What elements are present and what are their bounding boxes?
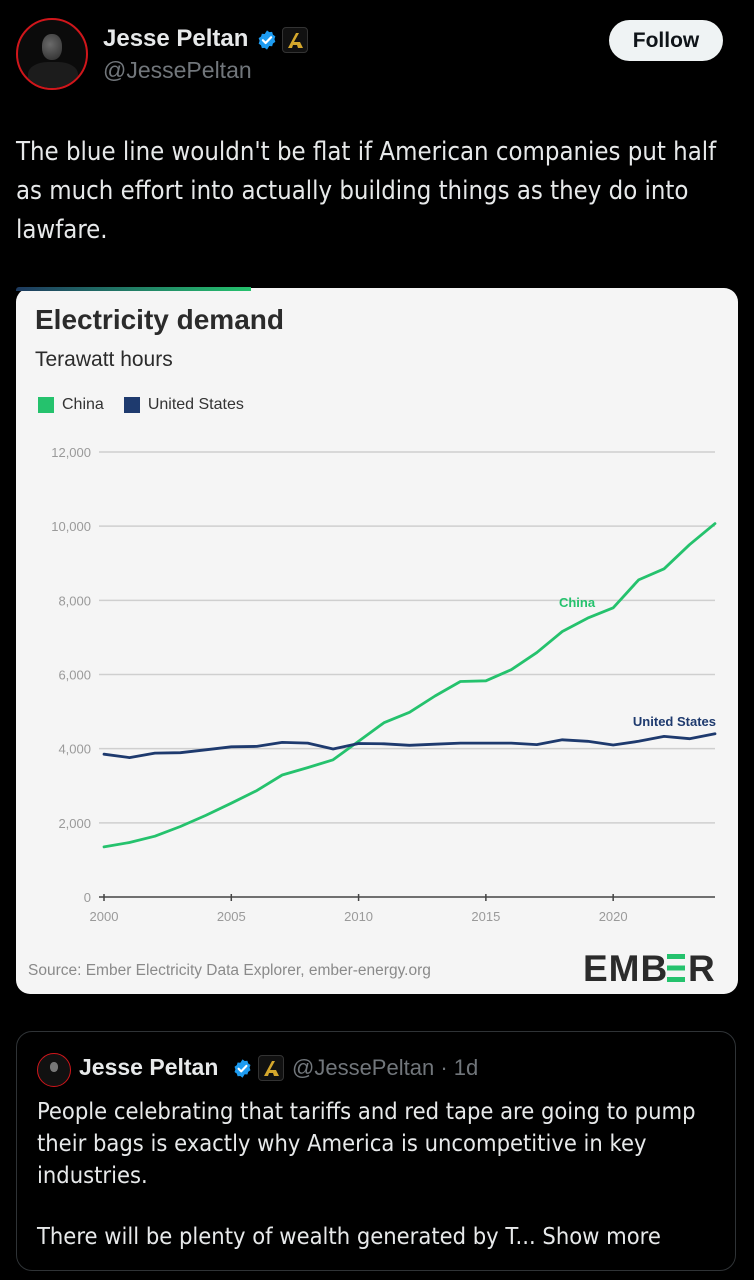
series-lines (102, 522, 717, 849)
legend-item-china: China (38, 396, 104, 414)
author-handle[interactable]: @JessePeltan (103, 57, 252, 83)
chart-source: Source: Ember Electricity Data Explorer,… (28, 962, 431, 979)
quoted-text-continued: There will be plenty of wealth generated… (37, 1222, 661, 1250)
author-avatar[interactable] (16, 18, 88, 90)
quoted-verified-badge-icon (234, 1059, 251, 1078)
legend-item-us: United States (123, 396, 244, 414)
legend-label-us: United States (147, 396, 244, 413)
quoted-affiliate-logo-icon (264, 1061, 279, 1076)
chart-title: Electricity demand (35, 304, 284, 335)
quoted-handle-time: @JessePeltan · 1d (292, 1055, 478, 1081)
affiliate-logo-icon (288, 33, 303, 48)
affiliate-badge-icon[interactable] (282, 27, 308, 53)
svg-text:EMB: EMB (583, 950, 668, 986)
show-more-link[interactable]: Show more (542, 1222, 661, 1250)
x-tick-label: 2020 (599, 909, 628, 924)
chart-legend: China United States (38, 396, 264, 414)
y-tick-label: 4,000 (58, 742, 91, 757)
quoted-affiliate-badge-icon (258, 1055, 284, 1081)
legend-swatch-us (123, 397, 140, 413)
x-tick-label: 2015 (471, 909, 500, 924)
verified-badge-icon (258, 30, 276, 50)
tweet-text: The blue line wouldn't be flat if Americ… (16, 137, 717, 245)
svg-text:R: R (688, 950, 715, 986)
x-tick-label: 2005 (217, 909, 246, 924)
series-labels: China United States (559, 595, 716, 729)
y-tick-label: 2,000 (58, 816, 91, 831)
avatar-torso (28, 62, 78, 88)
y-tick-label: 8,000 (58, 593, 91, 608)
legend-label-china: China (62, 396, 104, 413)
x-axis: 2000 2005 2010 2015 2020 (90, 894, 715, 924)
y-tick-label: 12,000 (51, 445, 91, 460)
chart-subtitle: Terawatt hours (35, 348, 173, 371)
quoted-text: People celebrating that tariffs and red … (37, 1097, 696, 1189)
y-axis-ticks: 0 2,000 4,000 6,000 8,000 10,000 12,000 (51, 445, 91, 905)
series-line-china (102, 522, 717, 849)
card-accent-bar (16, 287, 251, 291)
quoted-author-name[interactable]: Jesse Peltan (79, 1054, 219, 1080)
avatar-head (42, 34, 62, 60)
quoted-avatar[interactable] (37, 1053, 71, 1087)
quoted-handle: @JessePeltan (292, 1055, 435, 1080)
y-tick-label: 0 (84, 890, 91, 905)
quoted-text-truncated: There will be plenty of wealth generated… (37, 1222, 536, 1250)
y-tick-label: 10,000 (51, 519, 91, 534)
quoted-tweet[interactable] (16, 1031, 736, 1271)
ember-logo: EMB R (583, 950, 715, 986)
series-line-united-states (102, 732, 717, 759)
author-name[interactable]: Jesse Peltan (103, 25, 249, 52)
quoted-avatar-head (50, 1062, 58, 1072)
x-tick-label: 2010 (344, 909, 373, 924)
follow-button[interactable]: Follow (609, 20, 723, 61)
x-tick-label: 2000 (90, 909, 119, 924)
legend-swatch-china (38, 397, 54, 413)
series-label-china: China (559, 595, 596, 610)
quoted-time: · 1d (440, 1055, 479, 1080)
y-tick-label: 6,000 (58, 668, 91, 683)
grid-lines (99, 451, 715, 824)
series-label-united-states: United States (633, 714, 716, 729)
